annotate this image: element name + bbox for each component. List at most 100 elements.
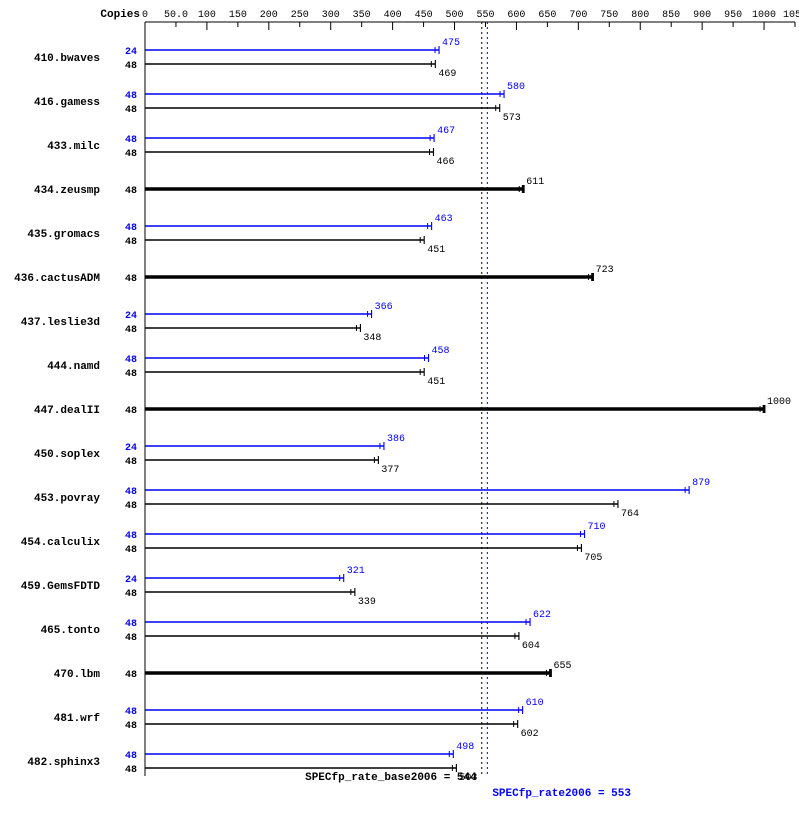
benchmark-label: 465.tonto: [41, 625, 101, 637]
copies-value: 48: [125, 105, 137, 116]
copies-value: 48: [125, 325, 137, 336]
bar-value-label: 705: [584, 553, 602, 564]
x-tick-label: 600: [507, 10, 525, 21]
copies-value: 48: [125, 670, 137, 681]
benchmark-label: 434.zeusmp: [34, 185, 100, 197]
bar-value-label: 655: [553, 661, 571, 672]
x-tick-label: 550: [476, 10, 494, 21]
benchmark-label: 444.namd: [47, 361, 100, 373]
bar-value-label: 879: [692, 478, 710, 489]
x-tick-label: 500: [446, 10, 464, 21]
x-tick-label: 250: [291, 10, 309, 21]
x-tick-label: 700: [569, 10, 587, 21]
copies-value: 48: [125, 751, 137, 762]
benchmark-label: 437.leslie3d: [21, 317, 100, 329]
benchmark-label: 454.calculix: [21, 537, 101, 549]
copies-value: 48: [125, 545, 137, 556]
bar-value-label: 366: [375, 302, 393, 313]
bar-value-label: 377: [381, 465, 399, 476]
benchmark-label: 447.dealII: [34, 405, 100, 417]
bar-value-label: 622: [533, 610, 551, 621]
bar-value-label: 610: [526, 698, 544, 709]
bar-value-label: 321: [347, 566, 365, 577]
bar-value-label: 466: [436, 157, 454, 168]
copies-value: 48: [125, 457, 137, 468]
bar-value-label: 475: [442, 38, 460, 49]
copies-value: 48: [125, 619, 137, 630]
x-tick-label: 400: [384, 10, 402, 21]
benchmark-label: 433.milc: [47, 141, 100, 153]
bar-value-label: 386: [387, 434, 405, 445]
bar-value-label: 451: [427, 245, 445, 256]
x-tick-label: 750: [600, 10, 618, 21]
bar-value-label: 458: [432, 346, 450, 357]
benchmark-label: 459.GemsFDTD: [21, 581, 101, 593]
x-tick-label: 950: [724, 10, 742, 21]
bar-value-label: 451: [427, 377, 445, 388]
copies-value: 48: [125, 589, 137, 600]
bar-value-label: 339: [358, 597, 376, 608]
bar-value-label: 764: [621, 509, 639, 520]
x-tick-label: 800: [631, 10, 649, 21]
x-tick-label: 0: [142, 10, 148, 21]
x-tick-label: 300: [322, 10, 340, 21]
bar-value-label: 467: [437, 126, 455, 137]
benchmark-label: 470.lbm: [54, 669, 101, 681]
x-tick-label: 200: [260, 10, 278, 21]
copies-value: 48: [125, 501, 137, 512]
copies-value: 48: [125, 149, 137, 160]
benchmark-label: 436.cactusADM: [14, 273, 100, 285]
copies-value: 48: [125, 531, 137, 542]
copies-header: Copies: [100, 9, 140, 21]
benchmark-label: 481.wrf: [54, 713, 101, 725]
copies-value: 24: [125, 311, 137, 322]
bar-value-label: 463: [435, 214, 453, 225]
copies-value: 48: [125, 61, 137, 72]
x-tick-label: 100: [198, 10, 216, 21]
spec-rate-chart: 0 50.0 100 150 200 250 300 350 400 450 500 550 600 65…: [0, 0, 799, 831]
copies-value: 48: [125, 223, 137, 234]
bar-value-label: 723: [596, 265, 614, 276]
copies-value: 48: [125, 765, 137, 776]
x-tick-label: 900: [693, 10, 711, 21]
x-tick-label: 1000: [752, 10, 776, 21]
ref-base-label: SPECfp_rate_base2006 = 544: [305, 772, 477, 784]
bar-value-label: 580: [507, 82, 525, 93]
copies-value: 48: [125, 274, 137, 285]
x-tick-label: 350: [353, 10, 371, 21]
bar-value-label: 602: [521, 729, 539, 740]
bar-value-label: 710: [588, 522, 606, 533]
copies-value: 48: [125, 633, 137, 644]
copies-value: 48: [125, 487, 137, 498]
benchmark-label: 453.povray: [34, 493, 100, 505]
copies-value: 48: [125, 721, 137, 732]
bar-value-label: 604: [522, 641, 540, 652]
benchmark-label: 435.gromacs: [27, 229, 100, 241]
x-tick-label: 50.0: [164, 10, 188, 21]
bar-value-label: 573: [503, 113, 521, 124]
bar-value-label: 498: [456, 742, 474, 753]
copies-value: 48: [125, 707, 137, 718]
benchmark-label: 410.bwaves: [34, 53, 100, 65]
benchmark-label: 482.sphinx3: [27, 757, 100, 769]
copies-value: 48: [125, 186, 137, 197]
ref-peak-label: SPECfp_rate2006 = 553: [492, 788, 631, 800]
bar-value-label: 611: [526, 177, 544, 188]
x-tick-label: 650: [538, 10, 556, 21]
copies-value: 48: [125, 369, 137, 380]
bar-value-label: 1000: [767, 397, 791, 408]
copies-value: 48: [125, 237, 137, 248]
copies-value: 48: [125, 355, 137, 366]
copies-value: 48: [125, 406, 137, 417]
bar-value-label: 348: [363, 333, 381, 344]
copies-value: 24: [125, 47, 137, 58]
copies-value: 24: [125, 443, 137, 454]
bar-value-label: 469: [438, 69, 456, 80]
copies-value: 24: [125, 575, 137, 586]
benchmark-label: 450.soplex: [34, 449, 100, 461]
x-tick-label: 850: [662, 10, 680, 21]
benchmark-label: 416.gamess: [34, 97, 100, 109]
x-tick-label: 450: [415, 10, 433, 21]
x-tick-label: 150: [229, 10, 247, 21]
copies-value: 48: [125, 135, 137, 146]
